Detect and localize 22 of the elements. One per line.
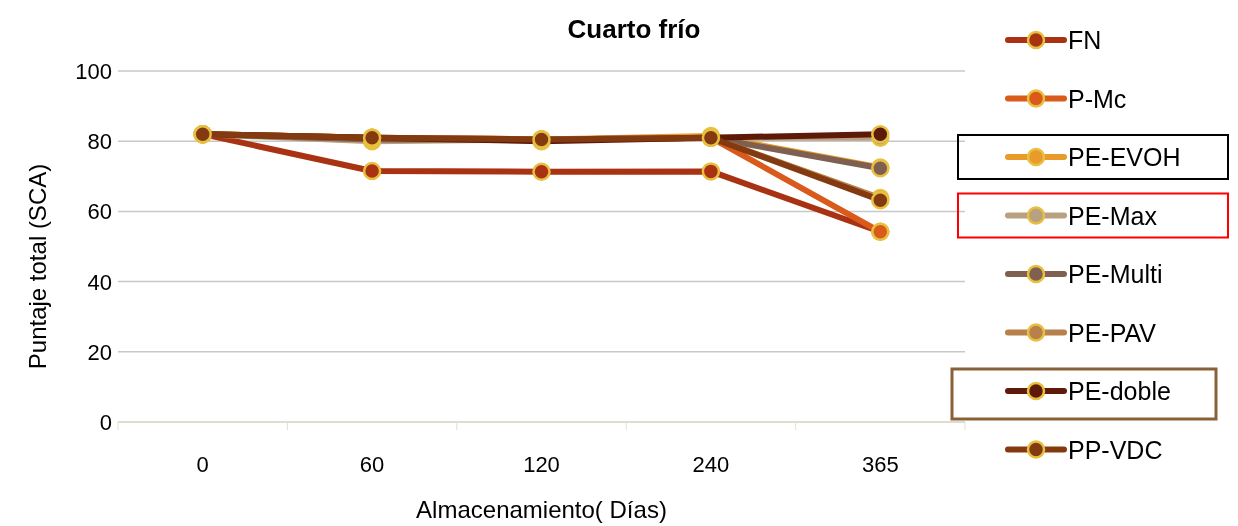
y-tick-label: 80 <box>87 129 112 155</box>
y-tick-label: 40 <box>87 269 112 295</box>
x-axis-title: Almacenamiento( Días) <box>416 496 667 523</box>
x-tick-label: 60 <box>359 452 385 477</box>
x-tick-label: 120 <box>523 452 560 477</box>
x-tick-label: 240 <box>692 452 730 477</box>
y-tick-label: 100 <box>75 59 112 84</box>
legend-label: PE-EVOH <box>1068 143 1181 171</box>
legend-label: PE-PAV <box>1068 318 1157 347</box>
legend-label: PE-Max <box>1068 201 1158 230</box>
y-axis-title: Puntaje total (SCA) <box>24 163 51 370</box>
y-tick-label: 0 <box>99 410 112 435</box>
legend-label: FN <box>1068 26 1102 54</box>
chart-title: Cuarto frío <box>567 14 701 44</box>
legend-label: PE-Multi <box>1068 260 1163 288</box>
x-tick-label: 365 <box>861 452 899 477</box>
x-tick-label: 0 <box>196 452 209 477</box>
legend-label: PE-doble <box>1068 377 1171 405</box>
legend-label: P-Mc <box>1068 84 1127 113</box>
y-tick-label: 20 <box>87 339 112 365</box>
legend-label: PP-VDC <box>1068 435 1163 464</box>
y-tick-label: 60 <box>87 199 112 225</box>
